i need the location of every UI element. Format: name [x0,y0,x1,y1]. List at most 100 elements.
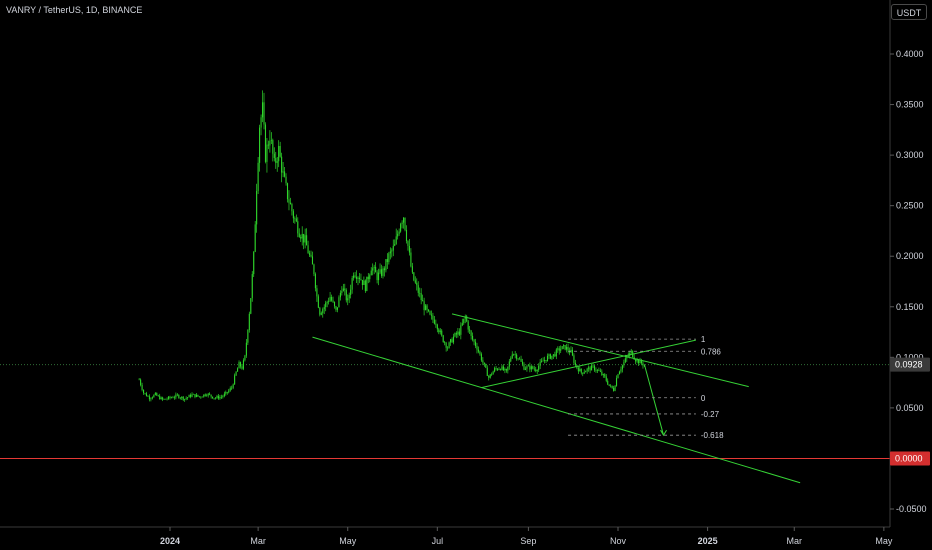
y-tick-label: -0.0500 [896,504,927,514]
candle-body [160,397,162,400]
candle-body [642,363,644,366]
candle-body [207,393,209,396]
candle-body [270,140,272,141]
candle-body [143,389,145,394]
candle-body [308,253,311,255]
candle-body [191,394,193,397]
candle-body [311,256,314,265]
candle-body [351,278,353,290]
candle-body [544,360,546,362]
candle-body [347,298,349,301]
candle-body [541,360,543,362]
candle-body [400,224,402,232]
currency-unit-badge[interactable]: USDT [891,4,927,20]
time-axis-background [0,527,890,550]
candle-body [294,218,296,219]
descending-channel-lower[interactable] [312,336,801,484]
zero-level-tag[interactable] [890,451,930,466]
candle-body [626,356,628,359]
candle-body [558,348,560,351]
candle-body [325,302,327,308]
candle-body [397,233,399,237]
candle-body [326,302,328,303]
candle-body [310,254,312,257]
candle-body [203,394,205,397]
candle-body [573,355,575,363]
candle-body [598,369,600,371]
candle-body [292,211,294,219]
x-tick-label: 2025 [698,536,718,546]
candle-body [363,280,365,285]
candle-body [567,346,569,351]
candle-body [163,398,165,400]
candle-body [474,341,477,346]
candle-body [585,371,587,373]
candle-body [444,342,446,343]
candle-body [217,396,220,399]
candle-body [228,390,230,393]
candle-body [510,358,512,362]
candle-body [166,398,168,400]
candle-body [209,393,211,395]
candle-body [630,350,632,353]
candle-body [389,251,391,254]
candle-body [479,351,481,355]
candle-body [410,252,412,267]
candle-body [353,275,355,279]
candle-body [640,360,643,364]
candle-body [491,374,493,375]
projection-arrow[interactable] [643,364,665,436]
candle-body [485,364,487,368]
candle-body [618,371,621,375]
candle-body [635,359,637,362]
candle-body [355,276,358,279]
candle-body [170,397,173,399]
candle-body [175,394,177,398]
candle-body [530,366,532,370]
candle-body [345,290,347,301]
candle-body [414,280,416,283]
candle-body [571,349,574,356]
candle-body [259,127,261,163]
candle-body [586,368,588,372]
candle-body [560,349,562,351]
candle-body [416,282,418,286]
candle-body [519,358,521,360]
candle-body [269,140,271,146]
fib-level-label: 0.786 [701,347,722,356]
candle-body [317,296,319,308]
candle-body [260,117,262,128]
candle-body [533,368,535,370]
candle-body [285,176,287,184]
fib-level-label: -0.27 [701,410,720,419]
candle-body [257,162,259,191]
candle-body [427,309,430,312]
time-axis[interactable]: 2024 Mar May Jul Sep Nov 2025 Mar May [0,526,893,550]
candle-body [583,372,585,374]
candle-body [504,368,506,371]
candle-body [320,313,322,315]
candle-body [636,359,638,362]
candle-body [473,339,475,342]
candle-body [376,272,378,281]
candle-body [354,275,356,277]
candle-body [314,273,316,289]
candle-body [241,366,243,369]
rising-trendline[interactable] [481,339,696,389]
drawing-annotations[interactable]: 1 0.786 0 -0.27 -0.618 [312,313,801,484]
candle-body [511,354,513,359]
descending-channel-upper[interactable] [451,313,749,388]
candle-body [378,272,380,281]
zero-level-label: 0.0000 [895,453,923,463]
candle-body [564,345,566,350]
last-price-tag[interactable] [890,357,930,372]
candle-body [527,365,529,367]
price-axis[interactable]: 0.4000 0.3500 0.3000 0.2500 0.2000 0.1500 0.10… [889,0,932,550]
candle-body [273,153,275,158]
candle-body [188,395,190,398]
candle-body [342,288,344,292]
candle-body [383,268,386,271]
candle-body [212,396,214,399]
candle-body [231,387,233,389]
